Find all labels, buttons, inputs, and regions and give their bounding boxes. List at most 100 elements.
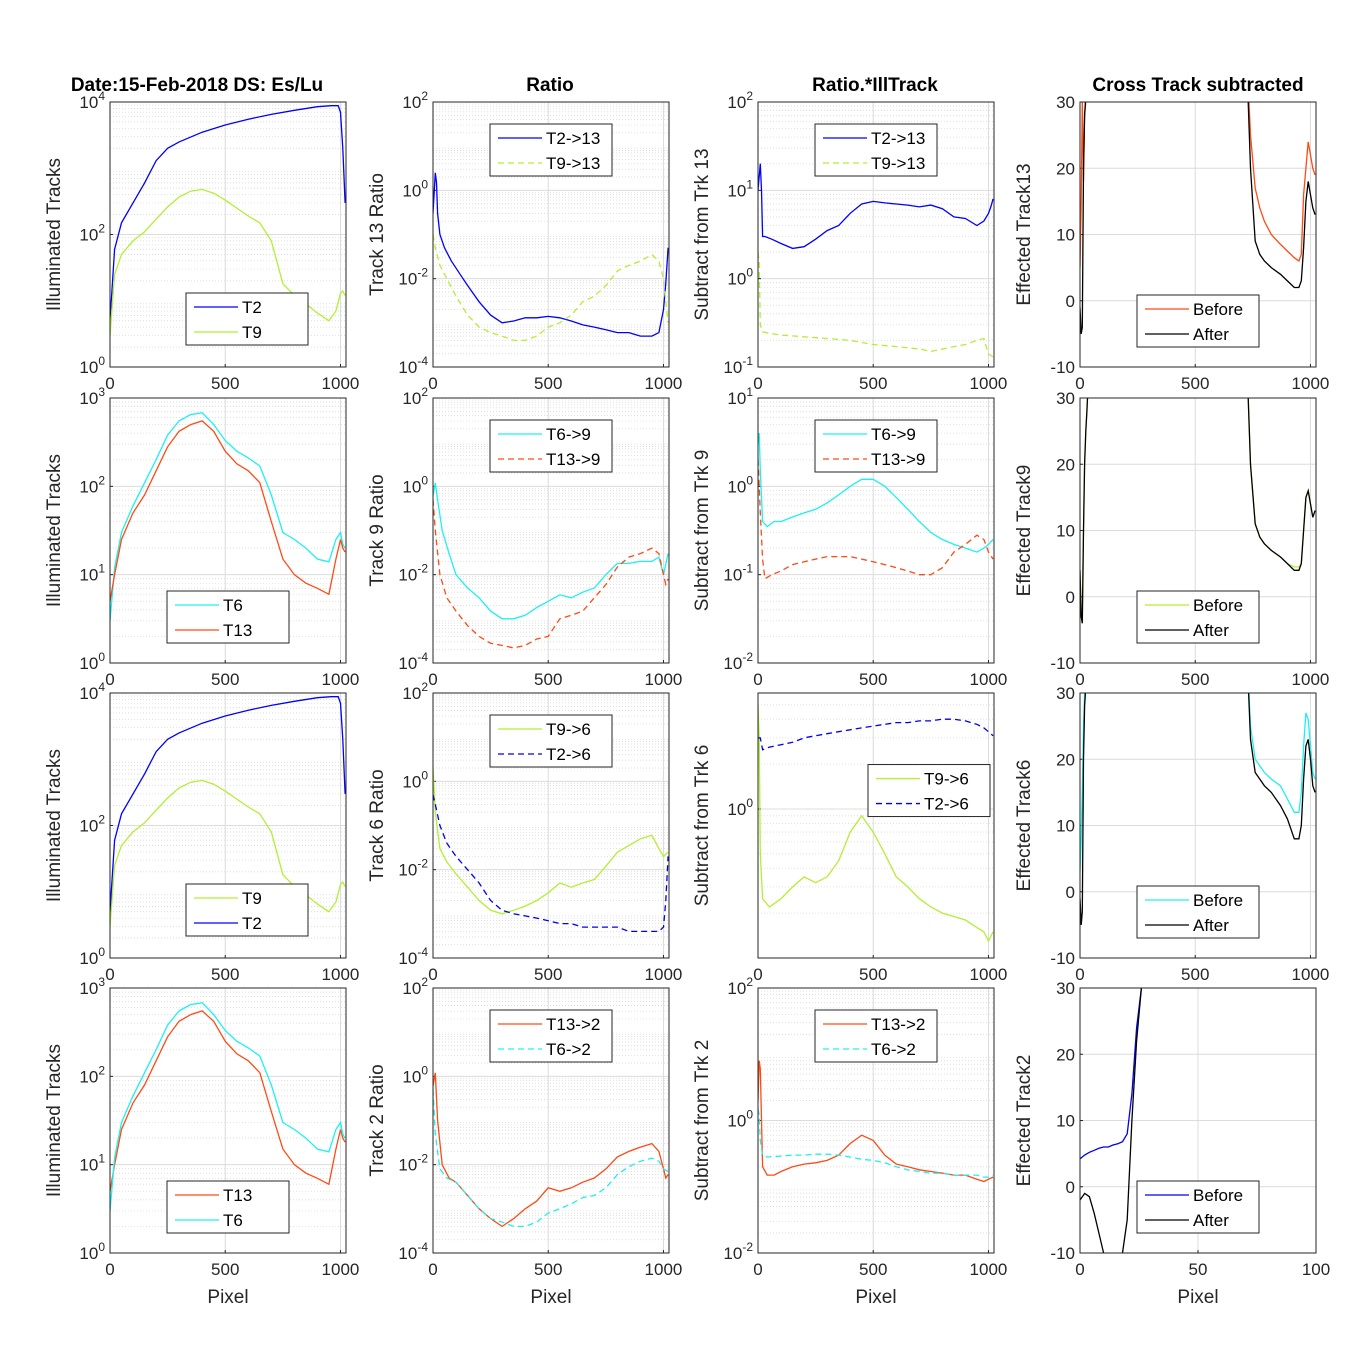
y-axis-label: Track 13 Ratio — [367, 173, 388, 296]
legend: T13->2 T6->2 — [814, 1009, 938, 1063]
x-tick-label: 500 — [211, 1260, 239, 1279]
y-tick-label: 0 — [1066, 883, 1075, 902]
series-group — [758, 433, 994, 580]
axes-box — [109, 987, 347, 1254]
y-tick-label: -10 — [1050, 358, 1075, 377]
series-line-T13 — [110, 420, 346, 602]
y-tick-label: 0 — [1066, 588, 1075, 607]
x-tick-label: 1000 — [322, 1260, 360, 1279]
x-tick-label: 500 — [534, 1260, 562, 1279]
x-tick-label: 0 — [105, 670, 114, 689]
legend-box — [489, 123, 613, 177]
series-group — [433, 482, 669, 649]
legend-box — [489, 419, 613, 473]
y-tick-label: 10 — [1056, 1112, 1075, 1131]
series-group — [110, 696, 346, 927]
y-axis-label: Illuminated Tracks — [44, 749, 65, 902]
y-axis-label: Subtract from Trk 6 — [692, 745, 713, 907]
x-tick-label: 500 — [534, 670, 562, 689]
series-line-T9 — [110, 188, 346, 336]
series-line-T139 — [433, 499, 669, 649]
x-tick-label: 0 — [753, 374, 762, 393]
axes-box — [757, 987, 995, 1254]
series-line-T132 — [758, 1060, 994, 1183]
legend-label: T6 — [223, 1211, 243, 1230]
y-tick-label: 20 — [1056, 159, 1075, 178]
x-tick-label: 0 — [753, 1260, 762, 1279]
series-line-T6 — [110, 412, 346, 621]
x-tick-label: 500 — [859, 374, 887, 393]
legend: T9->6 T2->6 — [867, 764, 991, 818]
x-tick-label: 1000 — [1292, 374, 1330, 393]
y-axis-label: Illuminated Tracks — [44, 454, 65, 607]
legend-label: T9 — [242, 323, 262, 342]
y-tick-label: 10 — [1056, 226, 1075, 245]
x-tick-label: 500 — [211, 965, 239, 984]
x-tick-label: 500 — [859, 1260, 887, 1279]
x-tick-label: 500 — [211, 670, 239, 689]
series-group — [433, 767, 669, 933]
x-tick-label: 500 — [534, 965, 562, 984]
axes-box — [432, 987, 670, 1254]
legend-label: T2->6 — [546, 745, 591, 764]
series-line-After-segment2 — [1247, 693, 1316, 840]
axes-box — [109, 397, 347, 664]
series-group — [1080, 988, 1143, 1253]
axes-box — [432, 692, 670, 959]
y-axis-label: Track 6 Ratio — [367, 769, 388, 881]
y-axis-label: Track 9 Ratio — [367, 474, 388, 586]
axes-box — [432, 397, 670, 664]
axes-box — [1079, 987, 1317, 1254]
y-tick-label: 10 — [1056, 522, 1075, 541]
axes-box — [1079, 397, 1317, 664]
series-group — [433, 1072, 669, 1228]
x-tick-label: 500 — [859, 965, 887, 984]
y-axis-label: Effected Track6 — [1014, 760, 1035, 892]
axes-box — [109, 692, 347, 959]
legend-box — [489, 1009, 613, 1063]
legend-box — [166, 590, 290, 644]
y-axis-label: Track 2 Ratio — [367, 1064, 388, 1176]
y-tick-label: 20 — [1056, 455, 1075, 474]
series-line-T913 — [433, 234, 669, 342]
legend-box — [185, 292, 309, 346]
y-axis-label: Effected Track13 — [1014, 163, 1035, 305]
series-line-Before — [1080, 988, 1143, 1160]
legend-label: T6 — [223, 596, 243, 615]
y-tick-label: -10 — [1050, 1244, 1075, 1263]
legend: T6->9 T13->9 — [489, 419, 613, 473]
y-axis-label: Effected Track9 — [1014, 465, 1035, 597]
x-tick-label: 1000 — [322, 374, 360, 393]
y-axis-label: Illuminated Tracks — [44, 1044, 65, 1197]
legend: T9->6 T2->6 — [489, 714, 613, 768]
legend-label: After — [1193, 621, 1229, 640]
axes-box — [432, 101, 670, 368]
legend-label: T13->9 — [871, 450, 925, 469]
legend-label: T6->2 — [546, 1040, 591, 1059]
legend: T13->2 T6->2 — [489, 1009, 613, 1063]
legend-label: T9->13 — [871, 154, 925, 173]
series-line-T213 — [758, 163, 994, 250]
legend-label: T13->2 — [871, 1015, 925, 1034]
series-line-Before-segment2 — [1248, 102, 1316, 263]
column-title-ratio-illtrack: Ratio.*IllTrack — [812, 75, 938, 96]
legend-box — [814, 123, 938, 177]
x-tick-label: 500 — [1181, 374, 1209, 393]
legend-box — [1136, 294, 1260, 348]
legend-label: T9->13 — [546, 154, 600, 173]
series-line-After — [1080, 988, 1143, 1253]
x-tick-label: 500 — [211, 374, 239, 393]
series-group — [110, 105, 346, 336]
legend-box — [867, 764, 991, 818]
column-title-cross-track: Cross Track subtracted — [1092, 75, 1303, 96]
x-tick-label: 0 — [105, 965, 114, 984]
x-tick-label: 100 — [1302, 1260, 1330, 1279]
